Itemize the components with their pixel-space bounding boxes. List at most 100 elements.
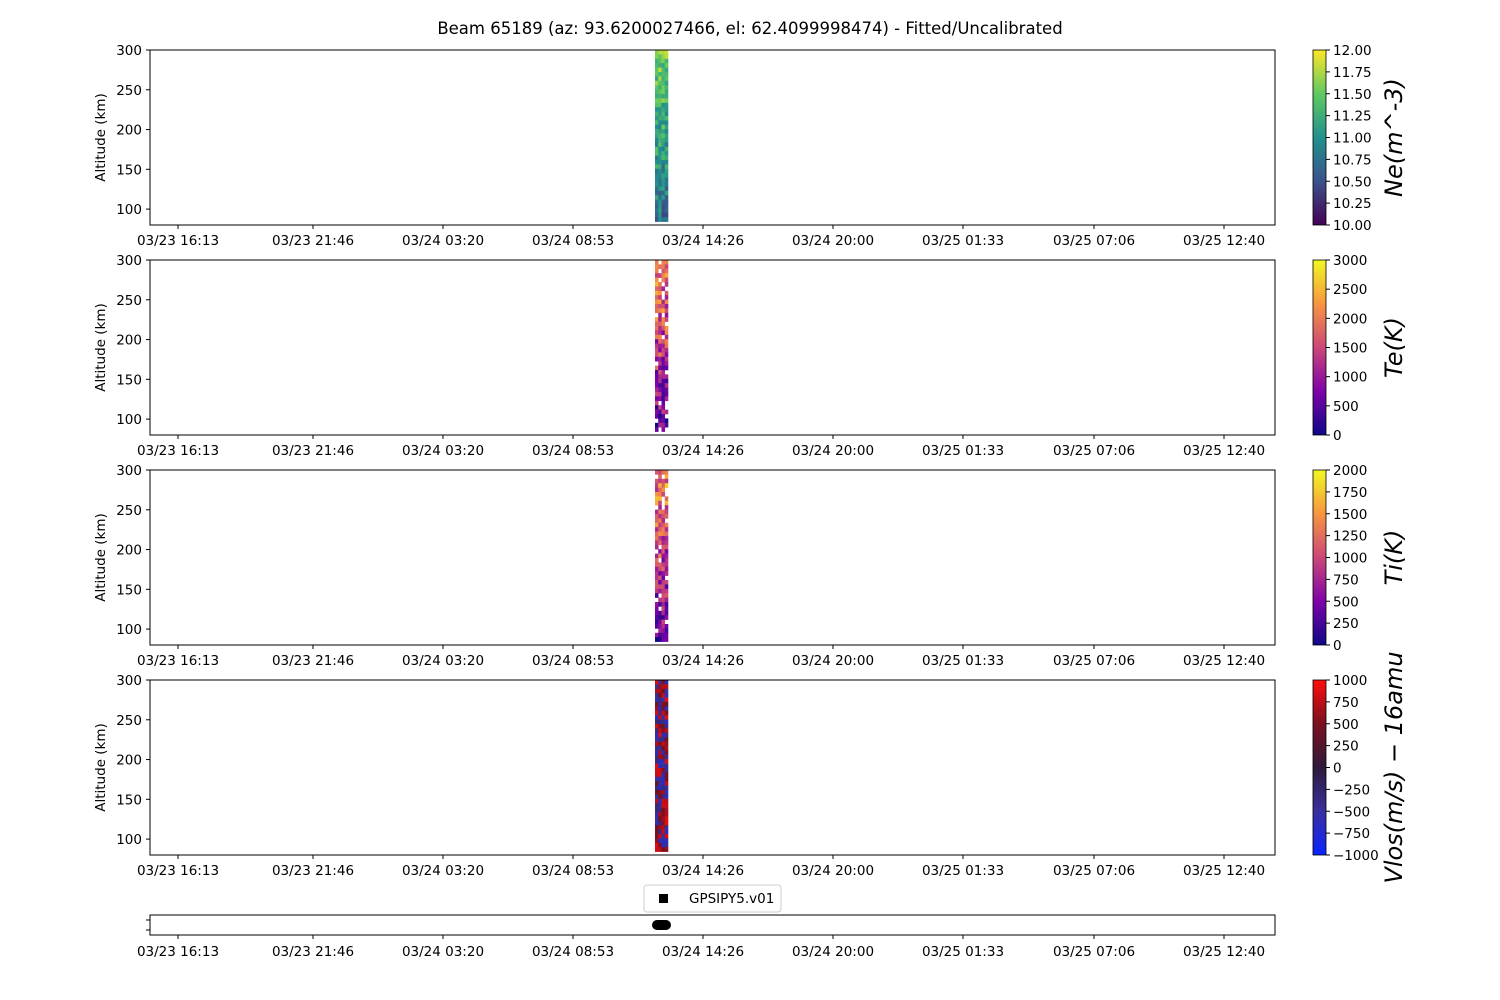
heatmap-cell (658, 290, 662, 296)
heatmap-cell (658, 208, 662, 214)
heatmap-cell (658, 361, 662, 366)
heatmap-cell (655, 732, 659, 738)
heatmap-cell (661, 847, 666, 852)
heatmap-cell (661, 365, 666, 371)
heatmap-cell (664, 710, 669, 716)
colorbar-tick-label: 1750 (1333, 485, 1367, 501)
heatmap-cell (661, 173, 666, 178)
x-tick-label: 03/24 03:20 (402, 653, 484, 669)
heatmap-cell (655, 168, 659, 174)
heatmap-cell (655, 409, 659, 415)
heatmap-cell (658, 308, 662, 314)
heatmap-cell (664, 85, 669, 90)
heatmap-cell (661, 549, 666, 554)
heatmap-cell (658, 107, 662, 112)
heatmap-cell (658, 522, 662, 528)
heatmap-cell (655, 326, 659, 331)
heatmap-cell (661, 693, 666, 698)
heatmap-cell (655, 807, 659, 813)
heatmap-cell (658, 724, 662, 729)
colorbar-tick-label: 500 (1333, 594, 1359, 610)
heatmap-cell (655, 842, 659, 848)
heatmap-cell (658, 195, 662, 200)
heatmap-cell (655, 553, 659, 559)
heatmap-cell (655, 348, 659, 353)
heatmap-cell (661, 116, 666, 121)
heatmap-cell (664, 94, 669, 99)
heatmap-cell (664, 102, 669, 108)
colorbar-tick-label: 1250 (1333, 529, 1367, 545)
heatmap-cell (655, 688, 659, 694)
heatmap-cell (661, 317, 666, 322)
heatmap-cell (664, 409, 669, 415)
data-availability-marker (652, 920, 671, 930)
heatmap-cell (661, 514, 666, 519)
y-tick-label: 250 (116, 83, 142, 99)
heatmap-cell (658, 418, 662, 424)
heatmap-cell (658, 610, 662, 616)
panel-vlos: 100 150 200 250 300 Altitude (km) 03/23 16:13 0… (93, 673, 1276, 879)
y-tick-label: 200 (116, 333, 142, 349)
heatmap-cell (655, 264, 659, 270)
heatmap-cell (658, 492, 662, 497)
heatmap-cell (655, 794, 659, 800)
heatmap-cell (655, 522, 659, 528)
x-tick-label: 03/23 21:46 (272, 233, 354, 249)
heatmap-cell (658, 536, 662, 541)
heatmap-cell (655, 414, 659, 419)
heatmap-cell (658, 798, 662, 804)
heatmap-cell (664, 334, 669, 340)
heatmap-cell (664, 470, 669, 475)
heatmap-cell (664, 195, 669, 200)
heatmap-cell (661, 566, 666, 572)
heatmap-cell (658, 190, 662, 196)
heatmap-cell (661, 155, 666, 161)
x-tick-label: 03/23 16:13 (137, 443, 219, 459)
heatmap-cell (661, 536, 666, 541)
heatmap-cell (655, 697, 659, 703)
heatmap-cell (664, 116, 669, 121)
heatmap-cell (664, 803, 669, 808)
heatmap-cell (664, 544, 669, 550)
heatmap-cell (664, 509, 669, 515)
timeline-frame (149, 914, 1276, 936)
heatmap-cell (658, 588, 662, 594)
heatmap-cell (664, 273, 669, 278)
colorbar-vlos: −1000 −750 −500 −250 0 250 500 750 1000 Vlos(m/s)… (1312, 651, 1408, 884)
heatmap-cell (655, 750, 659, 756)
heatmap-cell (655, 295, 659, 300)
heatmap-cell (655, 571, 659, 576)
heatmap-cell (658, 124, 662, 130)
heatmap-cell (661, 268, 666, 274)
heatmap-cell (661, 89, 666, 95)
heatmap-cell (658, 624, 662, 629)
y-tick-label: 150 (116, 792, 142, 808)
heatmap-cell (664, 290, 669, 296)
heatmap-cell (658, 138, 662, 143)
x-tick-label: 03/23 21:46 (272, 443, 354, 459)
heatmap-cell (664, 72, 669, 77)
heatmap-cell (658, 719, 662, 725)
heatmap-cell (661, 637, 666, 642)
heatmap-cell (658, 330, 662, 336)
heatmap-cell (661, 619, 666, 625)
heatmap-cell (664, 374, 669, 380)
heatmap-cell (655, 509, 659, 515)
heatmap-cell (658, 790, 662, 795)
y-tick-label: 200 (116, 123, 142, 139)
heatmap-cell (661, 807, 666, 813)
heatmap-cell (655, 374, 659, 380)
colorbar-tick-label: 500 (1333, 399, 1359, 415)
heatmap-cell (664, 562, 669, 568)
heatmap-cell (664, 610, 669, 616)
heatmap-cell (658, 80, 662, 86)
heatmap-cell (661, 794, 666, 800)
heatmap-cell (661, 688, 666, 694)
heatmap-cell (658, 812, 662, 817)
heatmap-cell (661, 94, 666, 99)
heatmap-cell (661, 370, 666, 375)
axes-frame (149, 259, 1276, 436)
heatmap-cell (664, 514, 669, 519)
y-tick-label: 200 (116, 753, 142, 769)
heatmap-cell (658, 54, 662, 60)
